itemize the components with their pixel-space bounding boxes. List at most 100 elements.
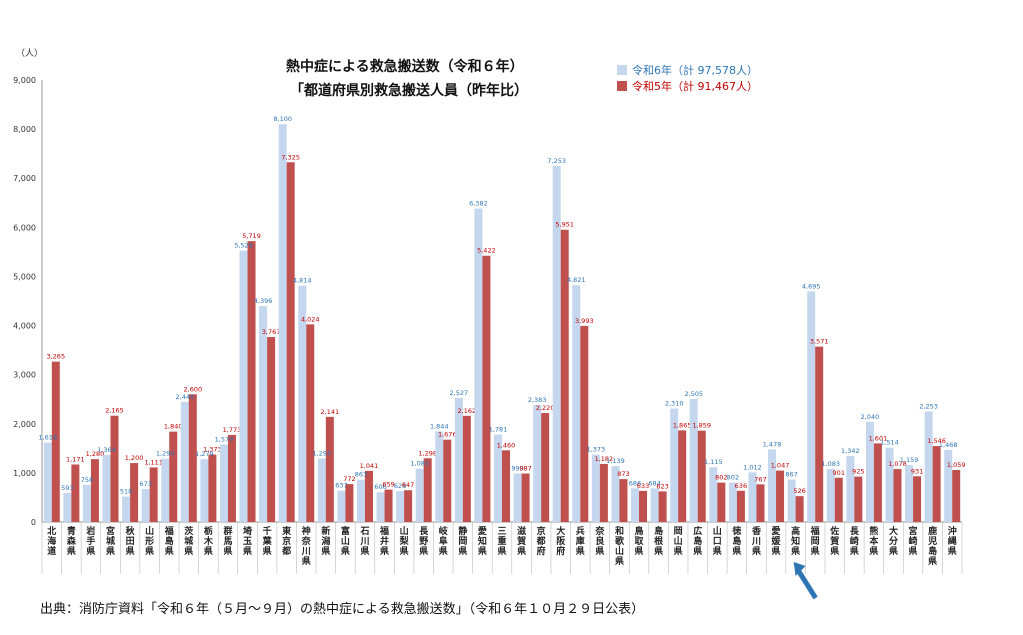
data-label-r6: 1,083 [821, 460, 840, 468]
x-tick-label-char: 根 [654, 535, 664, 547]
x-tick-label-char: 形 [145, 535, 154, 547]
x-tick-label-char: 県 [654, 546, 663, 557]
bar-r6 [337, 490, 346, 522]
x-tick-label-char: 川 [301, 546, 311, 557]
x-tick-label-char: 県 [302, 556, 311, 567]
bar-r5 [952, 469, 961, 522]
data-label-r5: 3,767 [262, 328, 281, 336]
data-label-r5: 925 [852, 468, 864, 476]
data-label-r5: 1,859 [692, 422, 711, 430]
data-label-r5: 1,773 [223, 426, 242, 434]
x-tick-label-char: 島 [165, 535, 174, 547]
x-tick-label-char: 県 [772, 546, 781, 557]
x-tick-label-char: 東 [282, 525, 291, 537]
x-tick-label-char: 知 [477, 535, 487, 547]
data-label-r6: 2,505 [684, 390, 703, 398]
bar-r5 [149, 467, 158, 522]
x-tick-label-char: 岡 [674, 526, 683, 537]
data-label-r5: 767 [754, 475, 766, 483]
x-tick-label-char: 県 [693, 546, 702, 557]
x-tick-label-char: 埼 [243, 525, 252, 537]
x-tick-label-char: 熊 [869, 525, 878, 537]
bar-r5 [404, 490, 413, 522]
data-label-r6: 2,446 [176, 393, 195, 401]
data-label-r6: 686 [629, 479, 641, 487]
data-label-r5: 636 [735, 482, 747, 490]
bar-r5 [384, 489, 393, 522]
x-tick-label-char: 静 [458, 525, 467, 537]
x-tick-label-char: 滋 [517, 525, 526, 537]
x-tick-label-char: 口 [713, 536, 722, 547]
data-label-r5: 1,047 [771, 462, 790, 470]
y-tick-label: 3,000 [13, 371, 36, 380]
x-tick-label-char: 県 [184, 546, 193, 557]
bar-r6 [435, 431, 444, 522]
x-tick-label-char: 取 [635, 536, 645, 547]
x-tick-label-char: 宮 [106, 525, 115, 537]
bar-r5 [502, 450, 510, 522]
data-label-r5: 901 [833, 469, 845, 477]
highlight-arrow-icon [793, 562, 818, 600]
x-tick-label-char: 県 [948, 546, 957, 557]
bar-r5 [560, 229, 569, 522]
x-tick-label-char: 広 [693, 525, 702, 537]
bar-r6 [709, 467, 718, 522]
bar-r6 [885, 447, 894, 522]
bar-r6 [317, 458, 326, 522]
x-tick-label-char: 道 [47, 545, 56, 557]
x-tick-label-char: 県 [830, 546, 839, 557]
bar-r6 [278, 124, 287, 522]
data-label-r6: 5,528 [234, 242, 253, 250]
data-label-r6: 1,085 [410, 460, 429, 468]
x-tick-label-char: 県 [635, 546, 644, 557]
bar-r5 [932, 446, 941, 522]
data-label-r6: 802 [727, 474, 739, 482]
x-tick-label-char: 県 [850, 546, 859, 557]
x-tick-label-char: 井 [380, 535, 389, 547]
data-label-r6: 2,527 [450, 389, 469, 397]
source-note: 出典：消防庁資料「令和６年（５月～９月）の熱中症による救急搬送数」（令和６年１０… [40, 602, 645, 617]
x-tick-label-char: 福 [810, 525, 820, 537]
data-label-r5: 1,676 [438, 431, 457, 439]
x-tick-label-char: 海 [47, 535, 56, 547]
x-tick-label-char: 宮 [909, 525, 918, 537]
x-tick-label-char: 佐 [829, 525, 839, 537]
x-tick-label-char: 島 [928, 545, 937, 557]
x-tick-label-char: 森 [67, 535, 77, 547]
x-tick-label-char: 岡 [458, 536, 467, 547]
bar-r5 [541, 412, 550, 522]
x-tick-label-char: 歌 [615, 535, 625, 547]
data-label-r5: 633 [637, 482, 649, 490]
x-tick-label-char: 山 [400, 525, 409, 537]
data-label-r5: 931 [911, 467, 923, 475]
y-tick-label: 4,000 [13, 322, 36, 331]
x-tick-label-char: 庫 [576, 535, 585, 547]
x-tick-label-char: 島 [654, 525, 663, 537]
data-label-r6: 4,396 [254, 297, 273, 305]
data-label-r6: 1,579 [215, 435, 234, 443]
x-tick-label-char: 京 [282, 535, 291, 547]
x-tick-label-char: 都 [281, 545, 291, 557]
data-label-r5: 1,078 [888, 460, 907, 468]
bar-r6 [787, 479, 796, 522]
x-tick-label-char: 県 [67, 546, 76, 557]
x-tick-label-char: 県 [732, 546, 741, 557]
x-tick-label-char: 岡 [811, 536, 820, 547]
data-label-r5: 2,162 [458, 407, 477, 415]
x-tick-label-char: 県 [419, 546, 428, 557]
data-label-r6: 4,814 [293, 277, 312, 285]
data-label-r6: 1,293 [313, 449, 332, 457]
bar-r6 [807, 291, 816, 522]
x-tick-label-char: 沖 [948, 525, 957, 537]
x-tick-label-char: 良 [595, 535, 604, 547]
y-tick-label: 6,000 [13, 223, 36, 232]
x-tick-label-char: 鳥 [635, 525, 644, 537]
bar-r5 [599, 463, 608, 522]
chart-title: 熱中症による救急搬送数（令和６年） [286, 59, 524, 75]
x-tick-label-char: 県 [341, 546, 350, 557]
x-tick-label-char: 県 [86, 546, 95, 557]
x-tick-label-char: 山 [713, 525, 722, 537]
bar-r5 [580, 325, 589, 522]
x-tick-label-char: 大 [556, 525, 565, 537]
x-tick-label-char: 城 [106, 535, 115, 547]
